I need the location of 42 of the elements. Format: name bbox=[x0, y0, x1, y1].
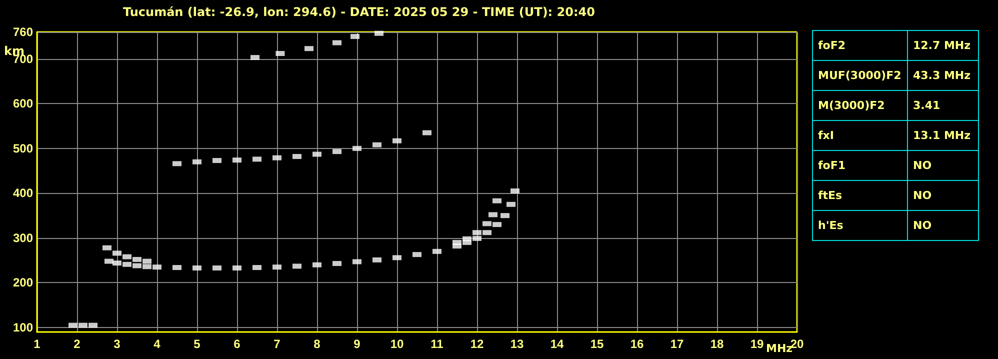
x-tick-label: 8 bbox=[314, 337, 321, 351]
text: NO bbox=[908, 150, 978, 180]
x-tick-label: 5 bbox=[194, 337, 201, 351]
x-tick-label: 13 bbox=[510, 337, 524, 351]
text: foF1 bbox=[812, 150, 908, 180]
x-tick-label: 3 bbox=[114, 337, 121, 351]
text: 43.3 MHz bbox=[908, 60, 978, 90]
text: MUF(3000)F2 bbox=[812, 60, 908, 90]
text: 12.7 MHz bbox=[908, 30, 978, 60]
x-tick-label: 9 bbox=[354, 337, 361, 351]
text: h'Es bbox=[812, 210, 908, 240]
x-tick-label: 4 bbox=[154, 337, 161, 351]
y-tick-label: 300 bbox=[12, 230, 34, 245]
x-tick-label: 2 bbox=[74, 337, 81, 351]
x-tick-label: 16 bbox=[630, 337, 644, 351]
x-tick-label: 10 bbox=[390, 337, 404, 351]
x-tick-label: 18 bbox=[710, 337, 724, 351]
x-tick-label: 11 bbox=[430, 337, 444, 351]
y-tick-label: 500 bbox=[12, 141, 34, 156]
text: 13.1 MHz bbox=[908, 120, 978, 150]
x-tick-label: 6 bbox=[234, 337, 241, 351]
chart-title: Tucumán (lat: -26.9, lon: 294.6) - DATE: 2025 05 29 - TIME (UT): 20:40 bbox=[123, 5, 595, 19]
y-tick-label: 760 bbox=[12, 25, 34, 39]
x-tick-label: 17 bbox=[670, 337, 684, 351]
text: NO bbox=[908, 180, 978, 210]
y-tick-label: 100 bbox=[12, 320, 34, 335]
text: fxI bbox=[812, 120, 908, 150]
y-tick-label: 200 bbox=[12, 276, 34, 290]
text: M(3000)F2 bbox=[812, 90, 908, 120]
x-tick-label: 15 bbox=[590, 337, 604, 351]
text: 3.41 bbox=[908, 90, 978, 120]
text: NO bbox=[908, 210, 978, 240]
x-tick-label: 14 bbox=[550, 337, 564, 351]
y-tick-label: 400 bbox=[12, 186, 34, 200]
y-tick-label: 600 bbox=[12, 96, 34, 111]
x-tick-label: 7 bbox=[274, 337, 281, 351]
text: foF2 bbox=[812, 30, 908, 60]
text: ftEs bbox=[812, 180, 908, 210]
x-axis-title: MHz bbox=[766, 342, 793, 355]
x-tick-label: 12 bbox=[470, 337, 484, 351]
x-tick-label: 19 bbox=[750, 337, 764, 351]
x-tick-label: 1 bbox=[34, 337, 41, 351]
